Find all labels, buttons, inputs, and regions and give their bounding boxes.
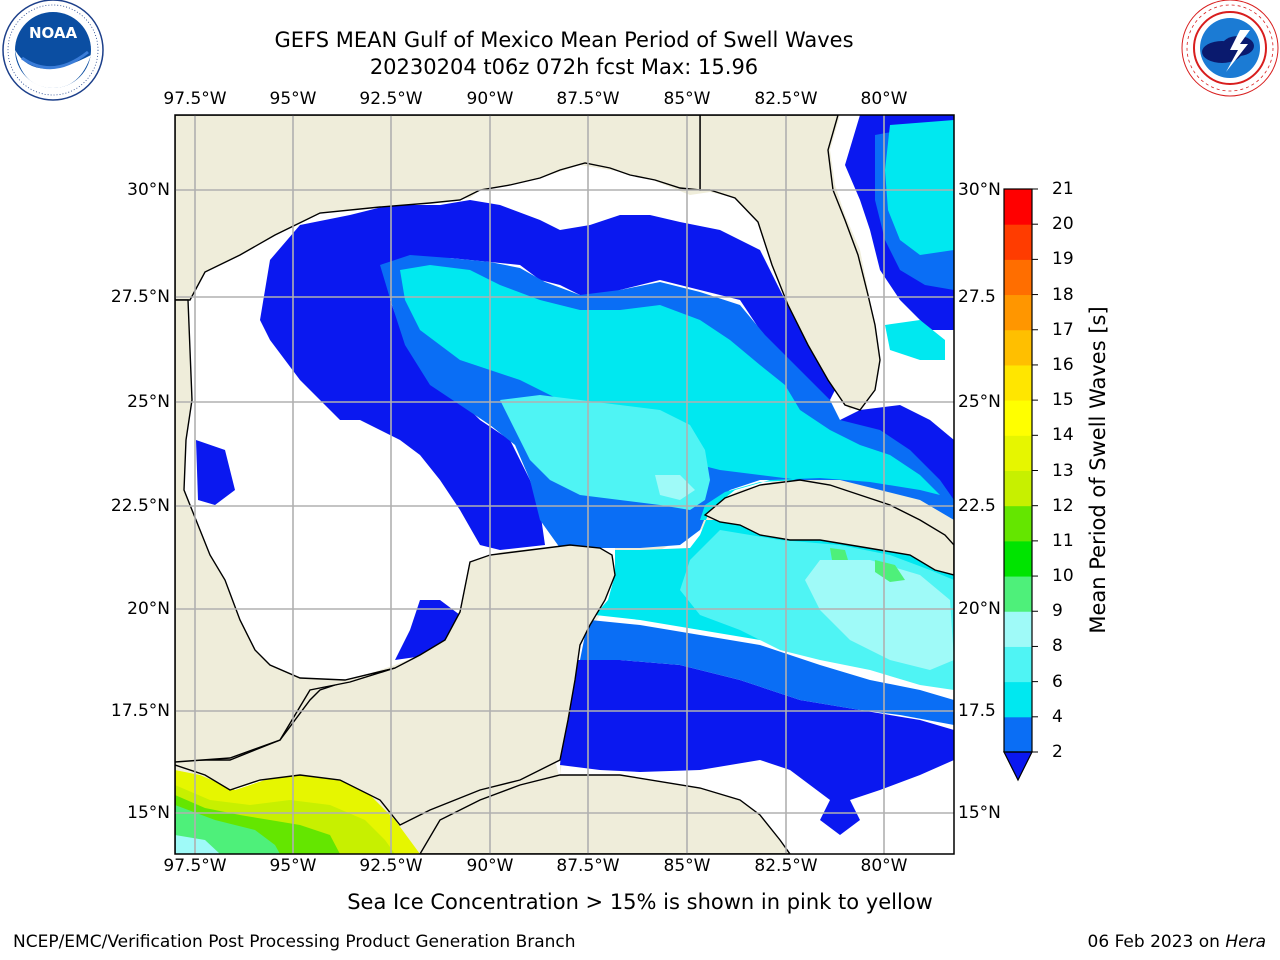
colorbar-tick-label: 9 — [1052, 601, 1063, 622]
colorbar-tick-label: 8 — [1052, 636, 1063, 657]
footer-date-text: 06 Feb 2023 on — [1087, 932, 1226, 952]
colorbar — [1003, 188, 1038, 782]
colorbar-tick-label: 13 — [1052, 460, 1074, 481]
lat-tick-right: 27.5 — [958, 287, 996, 307]
colorbar-segment — [1004, 259, 1032, 296]
colorbar-segment — [1004, 435, 1032, 471]
colorbar-segment — [1004, 576, 1032, 612]
nws-logo — [1181, 0, 1279, 97]
lon-tick-bottom: 87.5°W — [556, 856, 620, 876]
lat-tick-left: 27.5°N — [110, 287, 170, 307]
colorbar-segment — [1004, 646, 1032, 683]
lat-tick-right: 15°N — [958, 803, 1001, 823]
lat-tick-right: 17.5 — [958, 701, 996, 721]
lon-tick-top: 95°W — [269, 89, 317, 109]
map-frame — [174, 114, 955, 855]
lat-tick-right: 20°N — [958, 599, 1001, 619]
colorbar-segment — [1004, 364, 1032, 401]
colorbar-segment — [1004, 611, 1032, 647]
map-area — [175, 115, 954, 854]
colorbar-tick-label: 10 — [1052, 566, 1074, 587]
lat-tick-right: 25°N — [958, 392, 1001, 412]
lat-tick-left: 20°N — [127, 599, 170, 619]
footer-machine: Hera — [1225, 932, 1266, 952]
lon-tick-bottom: 92.5°W — [359, 856, 423, 876]
colorbar-tick-label: 15 — [1052, 390, 1074, 411]
colorbar-tick-label: 18 — [1052, 284, 1074, 305]
colorbar-tick-label: 11 — [1052, 530, 1074, 551]
lon-tick-bottom: 80°W — [860, 856, 908, 876]
colorbar-segment — [1004, 400, 1032, 436]
colorbar-segment — [1004, 189, 1032, 225]
lon-tick-top: 82.5°W — [754, 89, 818, 109]
lat-tick-right: 22.5 — [958, 496, 996, 516]
colorbar-segment — [1004, 294, 1032, 331]
colorbar-segment — [1004, 224, 1032, 260]
colorbar-tick-label: 2 — [1052, 742, 1063, 762]
lon-tick-top: 87.5°W — [556, 89, 620, 109]
colorbar-extend-arrow — [1003, 751, 1033, 782]
lon-tick-bottom: 82.5°W — [754, 856, 818, 876]
lon-tick-top: 80°W — [860, 89, 908, 109]
colorbar-tick-label: 19 — [1052, 249, 1074, 270]
colorbar-tick-label: 16 — [1052, 354, 1074, 375]
colorbar-segment — [1004, 540, 1032, 577]
lon-tick-top: 92.5°W — [359, 89, 423, 109]
colorbar-label: Mean Period of Swell Waves [s] — [1086, 306, 1110, 634]
lon-tick-bottom: 97.5°W — [163, 856, 227, 876]
colorbar-tick-label: 4 — [1052, 706, 1063, 727]
swell-band-pale-cyan — [805, 560, 954, 670]
noaa-logo: NOAA — [2, 0, 104, 101]
colorbar-tick-label: 6 — [1052, 671, 1063, 692]
colorbar-segment — [1004, 470, 1032, 507]
lon-tick-top: 90°W — [466, 89, 514, 109]
noaa-logo-text: NOAA — [29, 24, 78, 42]
colorbar-tick-label: 21 — [1052, 179, 1074, 199]
lat-tick-left: 30°N — [127, 180, 170, 200]
colorbar-segment — [1004, 716, 1032, 753]
footer-credit: NCEP/EMC/Verification Post Processing Pr… — [13, 932, 576, 952]
colorbar-tick-label: 14 — [1052, 425, 1074, 446]
chart-subtitle: 20230204 t06z 072h fcst Max: 15.96 — [369, 55, 759, 79]
colorbar-segment — [1004, 681, 1032, 718]
colorbar-tick-label: 12 — [1052, 495, 1074, 516]
map-grid — [175, 115, 954, 854]
lat-tick-left: 17.5°N — [110, 701, 170, 721]
lon-tick-top: 85°W — [663, 89, 711, 109]
sea-ice-note: Sea Ice Concentration > 15% is shown in … — [347, 890, 933, 914]
colorbar-tick-label: 17 — [1052, 319, 1074, 340]
lat-tick-left: 15°N — [127, 803, 170, 823]
lon-tick-top: 97.5°W — [163, 89, 227, 109]
lat-tick-left: 22.5°N — [110, 496, 170, 516]
colorbar-tick-label: 20 — [1052, 214, 1074, 235]
chart-title: GEFS MEAN Gulf of Mexico Mean Period of … — [274, 28, 854, 52]
swell-band-dark-blue — [260, 200, 835, 550]
colorbar-segment — [1004, 505, 1032, 542]
footer-date: 06 Feb 2023 on Hera — [1088, 932, 1266, 952]
lat-tick-left: 25°N — [127, 392, 170, 412]
lon-tick-bottom: 85°W — [663, 856, 711, 876]
lon-tick-bottom: 90°W — [466, 856, 514, 876]
lon-tick-bottom: 95°W — [269, 856, 317, 876]
colorbar-segment — [1004, 329, 1032, 366]
lat-tick-right: 30°N — [958, 180, 1001, 200]
